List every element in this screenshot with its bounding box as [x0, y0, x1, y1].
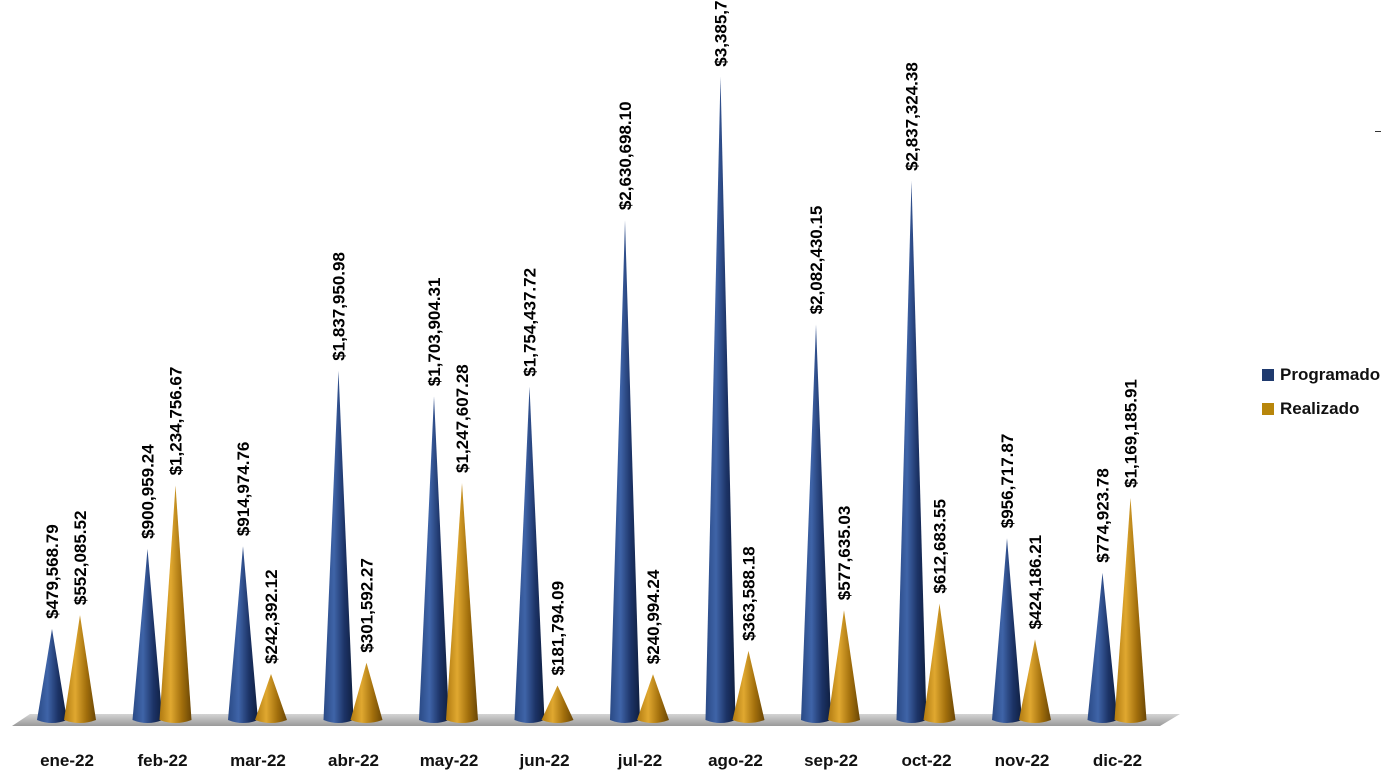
- x-tick-label-sep-22: sep-22: [804, 751, 858, 770]
- cone-programado-ene-22: [37, 628, 67, 723]
- x-tick-label-abr-22: abr-22: [328, 751, 379, 770]
- chart-marks: [37, 76, 1147, 723]
- cone-programado-ago-22: [705, 76, 736, 723]
- chart-floor: [12, 714, 1180, 726]
- legend-label-programado: Programado: [1280, 365, 1381, 384]
- cone-programado-mar-22: [228, 546, 258, 723]
- data-label-programado-may-22: $1,703,904.31: [425, 278, 444, 387]
- cone-realizado-ago-22: [732, 650, 765, 723]
- cone-realizado-mar-22: [255, 673, 287, 723]
- data-label-programado-abr-22: $1,837,950.98: [330, 252, 349, 361]
- cone-realizado-sep-22: [828, 610, 860, 723]
- data-label-realizado-jul-22: $240,994.24: [644, 569, 663, 664]
- cone-realizado-dic-22: [1114, 497, 1147, 723]
- cone-programado-oct-22: [896, 180, 927, 723]
- data-label-realizado-dic-22: $1,169,185.91: [1122, 379, 1141, 488]
- data-label-programado-jun-22: $1,754,437.72: [521, 268, 540, 377]
- data-label-programado-ago-22: $3,385,779.76: [712, 0, 731, 67]
- legend-label-realizado: Realizado: [1280, 399, 1360, 418]
- x-tick-label-ago-22: ago-22: [708, 751, 763, 770]
- legend-item-realizado: Realizado: [1262, 396, 1380, 422]
- data-label-realizado-ago-22: $363,588.18: [740, 546, 759, 641]
- cone-programado-abr-22: [323, 370, 354, 723]
- data-label-programado-jul-22: $2,630,698.10: [616, 101, 635, 210]
- legend-swatch-realizado: [1262, 403, 1274, 415]
- cone-realizado-jul-22: [637, 674, 669, 723]
- data-label-realizado-abr-22: $301,592.27: [358, 558, 377, 653]
- cone-programado-dic-22: [1087, 572, 1118, 723]
- x-tick-label-jul-22: jul-22: [617, 751, 662, 770]
- x-tick-label-nov-22: nov-22: [995, 751, 1050, 770]
- data-label-programado-ene-22: $479,568.79: [43, 524, 62, 619]
- legend: Programado Realizado: [1262, 362, 1380, 430]
- data-label-programado-mar-22: $914,974.76: [234, 442, 253, 537]
- data-label-realizado-may-22: $1,247,607.28: [453, 364, 472, 473]
- data-label-programado-dic-22: $774,923.78: [1094, 468, 1113, 563]
- chart-floor-plane: [12, 714, 1180, 726]
- x-axis: ene-22 feb-22 mar-22 abr-22 may-22 jun-22 jul-…: [40, 751, 1142, 770]
- data-label-programado-nov-22: $956,717.87: [998, 434, 1017, 529]
- cone-programado-jun-22: [514, 386, 545, 723]
- x-tick-label-mar-22: mar-22: [230, 751, 286, 770]
- data-label-realizado-sep-22: $577,635.03: [835, 506, 854, 601]
- x-tick-label-jun-22: jun-22: [518, 751, 569, 770]
- cone-programado-feb-22: [132, 548, 163, 723]
- data-label-realizado-ene-22: $552,085.52: [71, 511, 90, 606]
- x-tick-label-may-22: may-22: [420, 751, 479, 770]
- cone-realizado-feb-22: [159, 485, 192, 723]
- x-tick-label-ene-22: ene-22: [40, 751, 94, 770]
- data-label-programado-oct-22: $2,837,324.38: [903, 62, 922, 171]
- legend-tick-mark: [1375, 131, 1381, 132]
- cone-realizado-jun-22: [541, 685, 574, 723]
- cone-realizado-oct-22: [923, 603, 956, 723]
- cone-programado-may-22: [419, 396, 449, 723]
- data-label-realizado-nov-22: $424,186.21: [1026, 535, 1045, 630]
- legend-swatch-programado: [1262, 369, 1274, 381]
- data-label-programado-sep-22: $2,082,430.15: [807, 206, 826, 315]
- chart-data-labels: $479,568.79 $552,085.52 $900,959.24 $1,234,…: [43, 0, 1141, 675]
- data-label-realizado-jun-22: $181,794.09: [549, 581, 568, 676]
- cone-programado-nov-22: [992, 538, 1022, 723]
- x-tick-label-oct-22: oct-22: [901, 751, 951, 770]
- cone-realizado-nov-22: [1019, 639, 1051, 723]
- cone-realizado-may-22: [446, 482, 478, 723]
- cone-realizado-abr-22: [350, 662, 383, 723]
- data-label-realizado-mar-22: $242,392.12: [262, 569, 281, 664]
- cone-programado-sep-22: [801, 324, 831, 723]
- legend-item-programado: Programado: [1262, 362, 1380, 388]
- cone-realizado-ene-22: [64, 615, 96, 723]
- data-label-programado-feb-22: $900,959.24: [139, 444, 158, 539]
- cone-programado-jul-22: [610, 220, 640, 723]
- x-tick-label-dic-22: dic-22: [1093, 751, 1142, 770]
- data-label-realizado-feb-22: $1,234,756.67: [167, 367, 186, 476]
- data-label-realizado-oct-22: $612,683.55: [931, 499, 950, 594]
- x-tick-label-feb-22: feb-22: [137, 751, 187, 770]
